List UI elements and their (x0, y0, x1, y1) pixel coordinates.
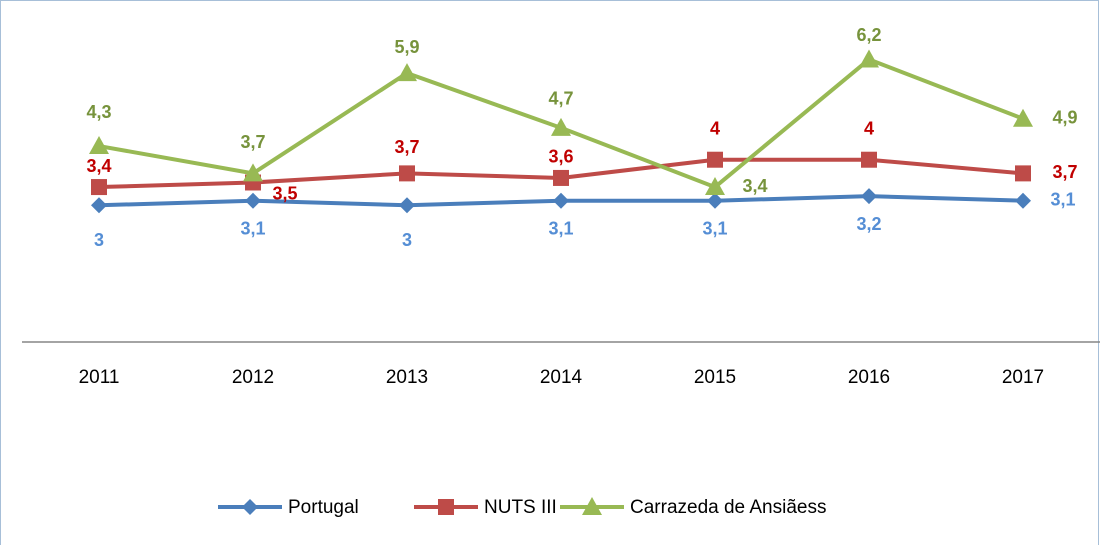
marker (551, 117, 571, 136)
legend-label: Carrazeda de Ansiãess (630, 497, 826, 518)
marker (243, 163, 263, 182)
data-label: 4 (864, 118, 874, 138)
marker (861, 188, 877, 205)
data-label: 3,4 (86, 156, 111, 176)
x-tick-label: 2017 (1002, 367, 1044, 388)
marker (399, 197, 415, 214)
data-label: 4,7 (548, 89, 573, 109)
data-label: 6,2 (856, 25, 881, 45)
data-label: 5,9 (394, 37, 419, 57)
marker (399, 165, 415, 182)
marker (1015, 192, 1031, 209)
legend-marker (242, 499, 258, 515)
x-tick-label: 2015 (694, 367, 736, 388)
marker (397, 63, 417, 82)
marker (707, 151, 723, 168)
marker (89, 136, 109, 155)
marker (553, 192, 569, 209)
data-label: 3,1 (548, 218, 573, 238)
x-tick-label: 2012 (232, 367, 274, 388)
marker (245, 192, 261, 209)
data-label: 3,7 (1052, 162, 1077, 182)
legend-marker (582, 497, 602, 515)
x-tick-label: 2014 (540, 367, 583, 388)
legend-label: NUTS III (484, 497, 557, 518)
data-label: 3,1 (702, 218, 727, 238)
legend-marker (438, 499, 454, 515)
data-label: 3,1 (1050, 189, 1075, 209)
data-label: 3,7 (394, 137, 419, 157)
x-tick-label: 2016 (848, 367, 890, 388)
data-label: 3,2 (856, 214, 881, 234)
marker (1015, 165, 1031, 182)
data-label: 4 (710, 118, 720, 138)
marker (705, 177, 725, 196)
x-tick-label: 2011 (79, 367, 120, 388)
legend-label: Portugal (288, 497, 359, 518)
marker (861, 151, 877, 168)
data-label: 3 (94, 230, 104, 250)
marker (91, 179, 107, 196)
data-label: 4,3 (86, 102, 111, 122)
data-label: 3,4 (742, 176, 767, 196)
data-label: 3,7 (240, 132, 265, 152)
data-label: 4,9 (1052, 107, 1077, 127)
data-label: 3,5 (272, 183, 297, 203)
marker (1013, 108, 1033, 127)
data-label: 3 (402, 230, 412, 250)
marker (707, 192, 723, 209)
x-tick-label: 2013 (386, 367, 428, 388)
data-label: 3,6 (548, 147, 573, 167)
marker (91, 197, 107, 214)
marker (859, 49, 879, 68)
marker (553, 169, 569, 186)
data-label: 3,1 (240, 218, 265, 238)
